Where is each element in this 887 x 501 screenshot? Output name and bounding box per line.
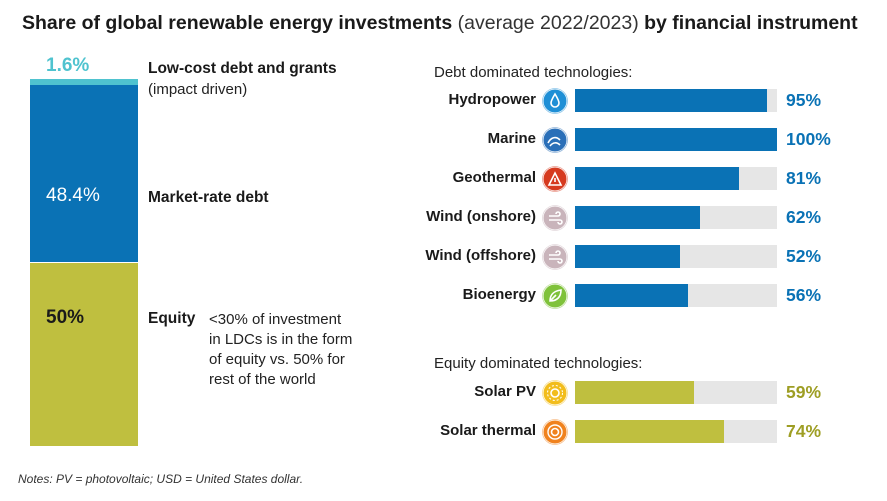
category-label-geothermal: Geothermal [452,169,536,186]
value-label-bioenergy: 56% [786,285,822,305]
category-label-solar-pv: Solar PV [474,383,536,400]
value-label-geothermal: 81% [786,168,822,188]
title-part-bold-1: Share of global renewable energy investm… [22,12,453,34]
title-part-bold-2: by financial instrument [644,12,858,34]
notes: Notes: PV = photovoltaic; USD = United S… [18,472,304,486]
category-label-marine: Marine [487,130,536,147]
bar-wind-offshore [575,245,681,268]
bar-track-geothermal [575,167,777,190]
bar-wind-onshore [575,206,701,229]
geothermal-icon [542,166,568,192]
bar-track-hydropower [575,89,777,112]
category-label-solar-thermal: Solar thermal [440,422,536,439]
category-label-bioenergy: Bioenergy [462,286,536,303]
segment-value-low-cost: 1.6% [46,55,90,76]
bar-track-solar-thermal [575,420,777,443]
value-label-hydropower: 95% [786,90,822,110]
stacked-bar [30,79,138,446]
water-drop-icon [542,88,568,114]
chart-title: Share of global renewable energy investm… [22,12,858,35]
bar-geothermal [575,167,739,190]
segment-sublabel-low-cost: (impact driven) [148,81,248,98]
equity-note-line: rest of the world [209,371,316,388]
segment-market-rate-debt [30,84,138,263]
bar-track-marine [575,128,777,151]
category-label-wind-onshore: Wind (onshore) [426,208,536,225]
segment-label-low-cost: Low-cost debt and grants [148,60,337,77]
segment-value-equity: 50% [46,307,85,328]
bar-marine [575,128,777,151]
value-label-solar-pv: 59% [786,382,822,402]
bar-solar-thermal [575,420,725,443]
bar-track-wind-onshore [575,206,777,229]
bar-bioenergy [575,284,689,307]
equity-note-line: of equity vs. 50% for [209,351,345,368]
category-label-hydropower: Hydropower [448,91,536,108]
bar-solar-pv [575,381,695,404]
bar-track-solar-pv [575,381,777,404]
sun-ring-icon [542,419,568,445]
equity-note-line: in LDCs is in the form [209,331,353,348]
value-label-marine: 100% [786,129,831,149]
bar-track-bioenergy [575,284,777,307]
segment-label-market-debt: Market-rate debt [148,189,269,206]
segment-low-cost-debt [30,79,138,85]
group-title-equity: Equity dominated technologies: [434,355,643,372]
leaf-icon [542,283,568,309]
value-label-wind-onshore: 62% [786,207,822,227]
sun-icon [542,380,568,406]
wave-icon [542,127,568,153]
title-part-normal: (average 2022/2023) [457,12,639,34]
equity-note: <30% of investment in LDCs is in the for… [209,310,352,390]
segment-label-equity: Equity [148,310,196,327]
value-label-solar-thermal: 74% [786,421,822,441]
segment-value-market-debt: 48.4% [46,185,100,206]
segment-equity [30,262,138,446]
wind-onshore-icon [542,205,568,231]
value-label-wind-offshore: 52% [786,246,822,266]
wind-offshore-icon [542,244,568,270]
category-label-wind-offshore: Wind (offshore) [425,247,536,264]
bar-hydropower [575,89,767,112]
group-title-debt: Debt dominated technologies: [434,64,633,81]
equity-note-line: <30% of investment [209,311,342,328]
bar-track-wind-offshore [575,245,777,268]
